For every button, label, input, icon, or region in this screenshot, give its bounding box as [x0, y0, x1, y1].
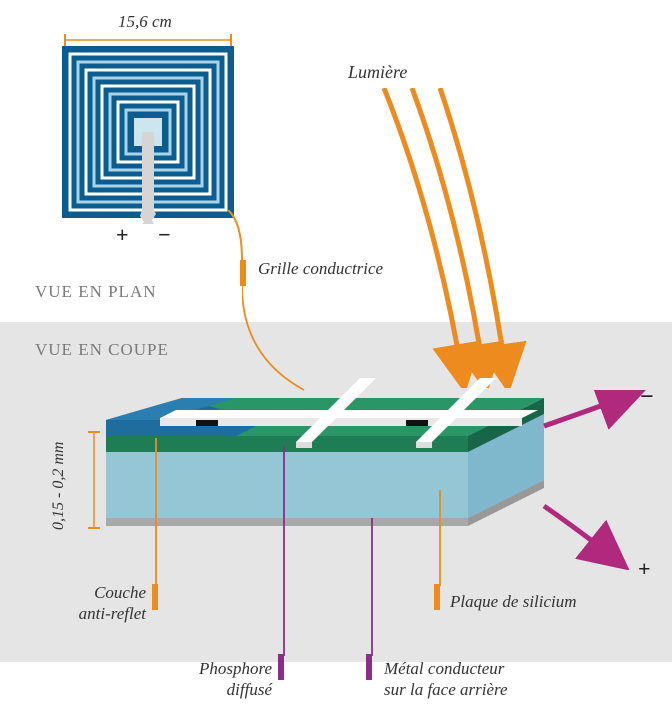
metal-tick	[366, 654, 372, 680]
vue-coupe-title: VUE EN COUPE	[35, 340, 169, 360]
plaque-label: Plaque de silicium	[450, 592, 577, 612]
phosphore-leader	[280, 446, 290, 656]
lumiere-label: Lumière	[348, 62, 407, 83]
grille-tick	[240, 260, 246, 286]
phosphore-label: Phosphorediffusé	[192, 658, 272, 701]
plan-view-cell	[62, 46, 234, 224]
light-arrows	[346, 88, 566, 388]
minus-out: −	[640, 384, 654, 411]
width-dim-line	[62, 34, 234, 46]
vue-plan-title: VUE EN PLAN	[35, 282, 157, 302]
thickness-label: 0,15 - 0,2 mm	[50, 442, 68, 530]
minus-plan: −	[158, 222, 171, 248]
output-arrows	[540, 390, 660, 570]
plaque-tick	[434, 584, 440, 610]
couche-leader	[152, 438, 162, 584]
plus-out: +	[638, 556, 651, 582]
plaque-leader	[436, 490, 446, 586]
metal-leader	[368, 518, 378, 656]
couche-tick	[152, 584, 158, 610]
thickness-dim	[86, 430, 102, 530]
plus-plan: +	[116, 222, 129, 248]
width-dimension: 15,6 cm	[118, 12, 172, 32]
metal-label: Métal conducteursur la face arrière	[384, 658, 508, 701]
couche-label: Coucheanti-reflet	[60, 582, 146, 625]
phosphore-tick	[278, 654, 284, 680]
cross-section-3d	[96, 376, 556, 576]
